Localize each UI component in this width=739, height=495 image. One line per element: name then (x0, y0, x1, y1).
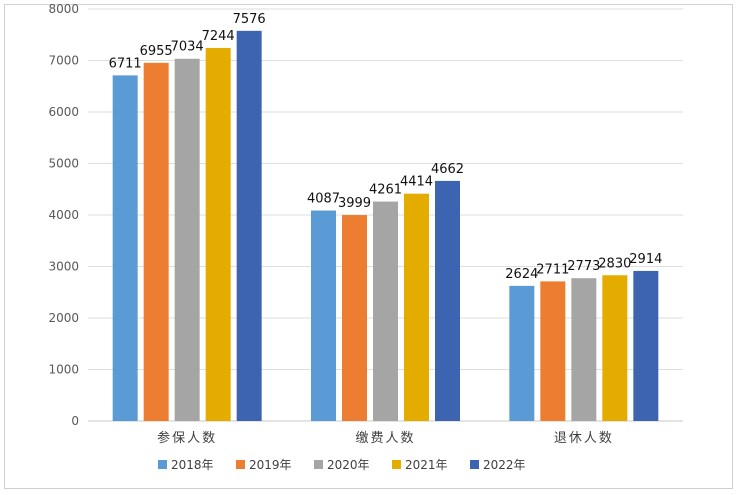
x-axis-categories: 参保人数 缴费人数 退休人数 (157, 430, 614, 446)
legend: 2018年 2019年 2020年 2021年 2022年 (158, 458, 526, 472)
bar-2020年-参保人数 (174, 58, 200, 422)
x-category-label: 退休人数 (554, 431, 614, 446)
legend-label-2022年: 2022年 (483, 458, 526, 472)
legend-swatch-2022年 (470, 460, 479, 469)
bar-2019年-缴费人数 (342, 215, 367, 421)
legend-label-2021年: 2021年 (405, 458, 448, 472)
data-label-2022年-参保人数: 7576 (233, 12, 266, 27)
bar-2021年-退休人数 (602, 275, 628, 421)
bar-2022年-参保人数 (236, 30, 262, 422)
bar-2020年-退休人数 (571, 278, 597, 421)
bar-2022年-缴费人数 (435, 180, 460, 421)
data-label-2019年-参保人数: 6955 (140, 44, 173, 59)
data-label-2020年-缴费人数: 4261 (369, 183, 402, 198)
legend-swatch-2020年 (314, 460, 323, 469)
bar-2019年-退休人数 (540, 281, 566, 421)
y-tick-label-5000: 5000 (48, 157, 79, 171)
y-tick-label-0: 0 (71, 414, 79, 428)
data-label-2019年-退休人数: 2711 (536, 262, 569, 277)
data-label-2020年-参保人数: 7034 (171, 40, 204, 55)
legend-swatch-2019年 (236, 460, 245, 469)
bar-2018年-参保人数 (112, 75, 138, 422)
legend-label-2018年: 2018年 (171, 458, 214, 472)
y-tick-label-8000: 8000 (48, 2, 79, 16)
x-category-label: 缴费人数 (355, 431, 415, 446)
bars (112, 30, 659, 422)
data-label-2018年-参保人数: 6711 (109, 56, 142, 71)
data-label-2021年-缴费人数: 4414 (400, 175, 433, 190)
bar-2021年-缴费人数 (404, 193, 429, 421)
y-tick-label-2000: 2000 (48, 311, 79, 325)
data-label-2021年-退休人数: 2830 (598, 256, 631, 271)
y-tick-label-1000: 1000 (48, 363, 79, 377)
y-tick-label-6000: 6000 (48, 105, 79, 119)
data-label-2018年-退休人数: 2624 (505, 267, 538, 282)
y-tick-label-7000: 7000 (48, 54, 79, 68)
legend-label-2019年: 2019年 (249, 458, 292, 472)
data-label-2020年-退休人数: 2773 (567, 259, 600, 274)
y-tick-label-3000: 3000 (48, 260, 79, 274)
y-axis-ticks: 0 1000 2000 3000 4000 5000 6000 7000 8000 (48, 2, 79, 428)
data-label-2021年-参保人数: 7244 (202, 29, 235, 44)
data-label-2022年-退休人数: 2914 (629, 252, 662, 267)
bar-2018年-缴费人数 (311, 210, 336, 421)
bar-2018年-退休人数 (509, 285, 535, 421)
legend-swatch-2021年 (392, 460, 401, 469)
bar-2022年-退休人数 (633, 270, 659, 421)
bar-2019年-参保人数 (143, 62, 169, 421)
x-category-label: 参保人数 (157, 430, 217, 446)
legend-label-2020年: 2020年 (327, 458, 370, 472)
data-label-2019年-缴费人数: 3999 (338, 196, 371, 211)
y-tick-label-4000: 4000 (48, 208, 79, 222)
data-label-2022年-缴费人数: 4662 (431, 162, 464, 177)
data-label-2018年-缴费人数: 4087 (307, 192, 340, 207)
bar-2020年-缴费人数 (373, 201, 398, 421)
legend-swatch-2018年 (158, 460, 167, 469)
bar-2021年-参保人数 (205, 47, 231, 422)
